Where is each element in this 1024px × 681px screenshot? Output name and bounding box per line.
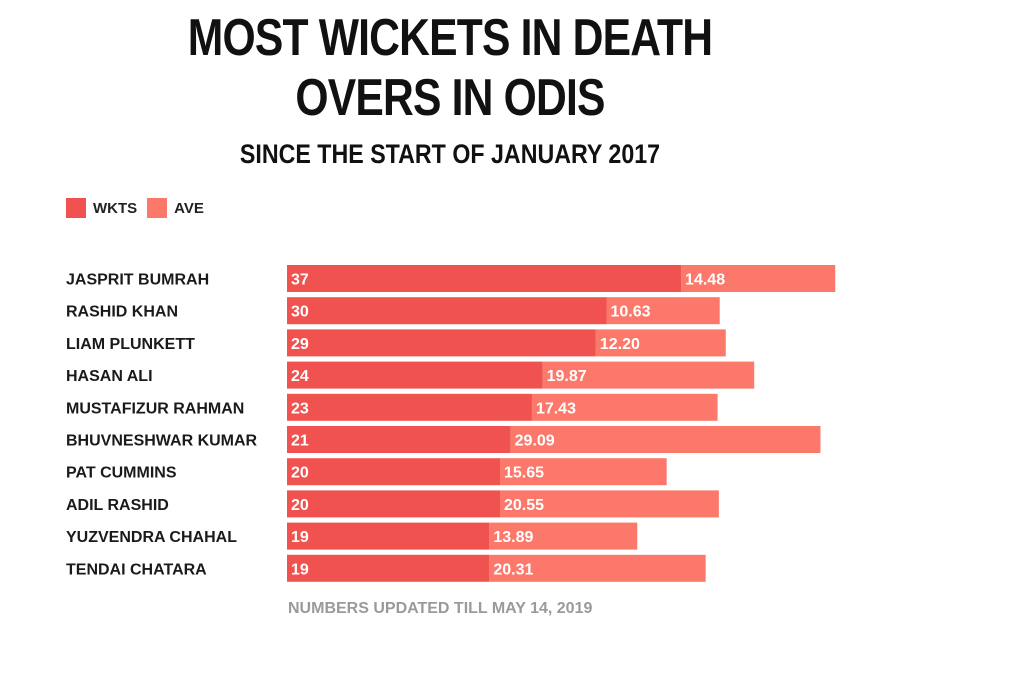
bar-wkts-jasprit-bumrah — [287, 265, 682, 292]
data-label-wkts-hasan-ali: 24 — [291, 368, 309, 385]
data-label-ave-adil-rashid: 20.55 — [504, 497, 544, 514]
bar-wkts-liam-plunkett — [287, 329, 596, 357]
data-label-wkts-liam-plunkett: 29 — [291, 336, 309, 353]
bar-wkts-bhuvneshwar-kumar — [287, 426, 511, 453]
bar-ave-bhuvneshwar-kumar — [510, 426, 821, 453]
chart-footnote: NUMBERS UPDATED TILL MAY 14, 2019 — [288, 600, 593, 617]
data-label-wkts-yuzvendra-chahal: 19 — [291, 529, 309, 546]
category-label-adil-rashid: ADIL RASHID — [66, 497, 169, 514]
bar-wkts-yuzvendra-chahal — [287, 522, 490, 550]
bar-ave-hasan-ali — [542, 361, 755, 389]
bar-ave-mustafizur-rahman — [531, 393, 718, 421]
legend-swatch-wkts — [66, 198, 86, 218]
legend-label-wkts: WKTS — [93, 199, 138, 217]
legend-swatch-ave — [147, 198, 168, 218]
data-label-ave-mustafizur-rahman: 17.43 — [536, 400, 576, 417]
data-label-wkts-rashid-khan: 30 — [291, 304, 309, 321]
bar-ave-jasprit-bumrah — [681, 265, 836, 292]
bar-ave-pat-cummins — [500, 458, 667, 486]
bar-ave-tendai-chatara — [489, 554, 706, 582]
category-label-hasan-ali: HASAN ALI — [66, 368, 153, 385]
data-label-ave-yuzvendra-chahal: 13.89 — [493, 529, 533, 546]
data-label-ave-pat-cummins: 15.65 — [504, 465, 544, 482]
data-label-wkts-jasprit-bumrah: 37 — [291, 272, 309, 289]
data-label-ave-bhuvneshwar-kumar: 29.09 — [515, 433, 555, 450]
data-label-wkts-bhuvneshwar-kumar: 21 — [291, 433, 309, 450]
bar-ave-yuzvendra-chahal — [489, 522, 638, 550]
bar-wkts-pat-cummins — [287, 458, 500, 486]
legend: WKTS AVE — [66, 198, 204, 218]
data-label-ave-jasprit-bumrah: 14.48 — [685, 272, 725, 289]
bar-wkts-rashid-khan — [287, 297, 607, 325]
category-label-yuzvendra-chahal: YUZVENDRA CHAHAL — [66, 529, 237, 546]
category-label-bhuvneshwar-kumar: BHUVNESHWAR KUMAR — [66, 433, 258, 450]
category-label-rashid-khan: RASHID KHAN — [66, 304, 178, 321]
data-label-ave-rashid-khan: 10.63 — [611, 304, 651, 321]
data-label-wkts-adil-rashid: 20 — [291, 497, 309, 514]
data-label-wkts-mustafizur-rahman: 23 — [291, 400, 309, 417]
chart-title: MOST WICKETS IN DEATH OVERS IN ODIS — [187, 9, 713, 127]
legend-item-ave: AVE — [147, 198, 204, 218]
bar-ave-rashid-khan — [606, 297, 720, 325]
bar-ave-liam-plunkett — [595, 329, 726, 357]
data-label-wkts-pat-cummins: 20 — [291, 465, 309, 482]
bar-wkts-mustafizur-rahman — [287, 393, 532, 421]
category-label-tendai-chatara: TENDAI CHATARA — [66, 561, 207, 578]
category-label-jasprit-bumrah: JASPRIT BUMRAH — [66, 272, 209, 289]
chart-subtitle: SINCE THE START OF JANUARY 2017 — [239, 139, 661, 169]
category-label-pat-cummins: PAT CUMMINS — [66, 465, 177, 482]
data-label-wkts-tendai-chatara: 19 — [291, 561, 309, 578]
bar-ave-adil-rashid — [500, 490, 719, 518]
bar-wkts-adil-rashid — [287, 490, 500, 518]
category-label-liam-plunkett: LIAM PLUNKETT — [66, 336, 195, 353]
legend-label-ave: AVE — [174, 199, 204, 217]
bar-wkts-tendai-chatara — [287, 554, 490, 582]
data-label-ave-tendai-chatara: 20.31 — [493, 561, 533, 578]
data-label-ave-hasan-ali: 19.87 — [547, 368, 587, 385]
bar-wkts-hasan-ali — [287, 361, 543, 389]
legend-item-wkts: WKTS — [66, 198, 137, 218]
data-label-ave-liam-plunkett: 12.20 — [600, 336, 640, 353]
category-label-mustafizur-rahman: MUSTAFIZUR RAHMAN — [66, 400, 244, 417]
